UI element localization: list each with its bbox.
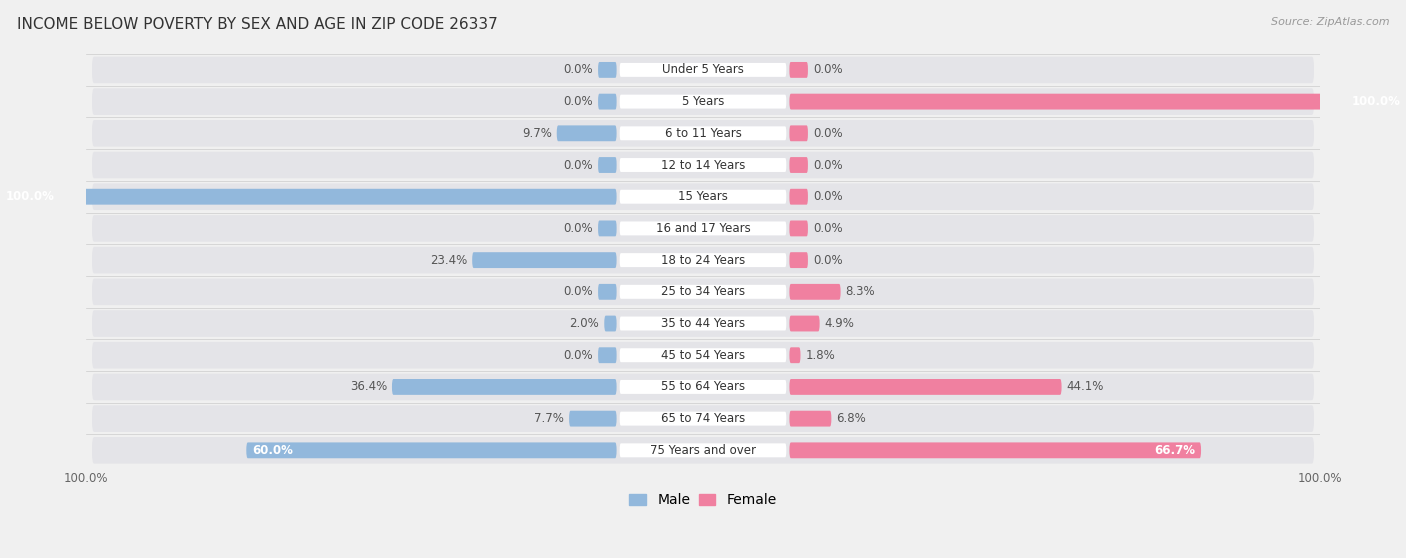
FancyBboxPatch shape	[91, 342, 1315, 368]
FancyBboxPatch shape	[620, 348, 786, 362]
Text: 0.0%: 0.0%	[564, 64, 593, 76]
FancyBboxPatch shape	[91, 247, 1315, 273]
FancyBboxPatch shape	[620, 95, 786, 109]
FancyBboxPatch shape	[620, 253, 786, 267]
FancyBboxPatch shape	[569, 411, 617, 426]
FancyBboxPatch shape	[246, 442, 617, 458]
Text: 7.7%: 7.7%	[534, 412, 564, 425]
Text: 0.0%: 0.0%	[813, 127, 842, 140]
FancyBboxPatch shape	[598, 284, 617, 300]
FancyBboxPatch shape	[620, 222, 786, 235]
Text: 0.0%: 0.0%	[564, 95, 593, 108]
FancyBboxPatch shape	[789, 157, 808, 173]
Text: 15 Years: 15 Years	[678, 190, 728, 203]
FancyBboxPatch shape	[91, 152, 1315, 179]
FancyBboxPatch shape	[789, 284, 841, 300]
FancyBboxPatch shape	[620, 412, 786, 426]
FancyBboxPatch shape	[789, 126, 808, 141]
FancyBboxPatch shape	[598, 347, 617, 363]
Text: 6.8%: 6.8%	[837, 412, 866, 425]
FancyBboxPatch shape	[91, 120, 1315, 147]
FancyBboxPatch shape	[789, 189, 808, 205]
FancyBboxPatch shape	[789, 347, 800, 363]
Text: 35 to 44 Years: 35 to 44 Years	[661, 317, 745, 330]
Text: 25 to 34 Years: 25 to 34 Years	[661, 285, 745, 299]
Text: 45 to 54 Years: 45 to 54 Years	[661, 349, 745, 362]
FancyBboxPatch shape	[620, 63, 786, 77]
Text: 0.0%: 0.0%	[564, 222, 593, 235]
FancyBboxPatch shape	[789, 94, 1406, 109]
FancyBboxPatch shape	[789, 442, 1201, 458]
Text: 0.0%: 0.0%	[813, 222, 842, 235]
FancyBboxPatch shape	[789, 252, 808, 268]
FancyBboxPatch shape	[557, 126, 617, 141]
Text: 12 to 14 Years: 12 to 14 Years	[661, 158, 745, 171]
FancyBboxPatch shape	[789, 62, 808, 78]
Text: 0.0%: 0.0%	[813, 158, 842, 171]
FancyBboxPatch shape	[0, 189, 617, 205]
Text: Source: ZipAtlas.com: Source: ZipAtlas.com	[1271, 17, 1389, 27]
FancyBboxPatch shape	[620, 158, 786, 172]
FancyBboxPatch shape	[91, 56, 1315, 83]
FancyBboxPatch shape	[91, 405, 1315, 432]
Text: 23.4%: 23.4%	[430, 254, 467, 267]
FancyBboxPatch shape	[789, 411, 831, 426]
FancyBboxPatch shape	[620, 380, 786, 394]
FancyBboxPatch shape	[598, 220, 617, 237]
FancyBboxPatch shape	[91, 374, 1315, 400]
Text: 100.0%: 100.0%	[6, 190, 55, 203]
FancyBboxPatch shape	[789, 316, 820, 331]
Text: 1.8%: 1.8%	[806, 349, 835, 362]
Text: 6 to 11 Years: 6 to 11 Years	[665, 127, 741, 140]
Text: 4.9%: 4.9%	[824, 317, 855, 330]
Text: 2.0%: 2.0%	[569, 317, 599, 330]
Text: 5 Years: 5 Years	[682, 95, 724, 108]
FancyBboxPatch shape	[392, 379, 617, 395]
FancyBboxPatch shape	[598, 62, 617, 78]
FancyBboxPatch shape	[91, 184, 1315, 210]
Text: 0.0%: 0.0%	[813, 190, 842, 203]
Text: 36.4%: 36.4%	[350, 381, 387, 393]
Text: 60.0%: 60.0%	[253, 444, 294, 457]
FancyBboxPatch shape	[605, 316, 617, 331]
Text: 16 and 17 Years: 16 and 17 Years	[655, 222, 751, 235]
FancyBboxPatch shape	[789, 220, 808, 237]
FancyBboxPatch shape	[91, 215, 1315, 242]
Text: 0.0%: 0.0%	[564, 285, 593, 299]
FancyBboxPatch shape	[91, 88, 1315, 115]
Text: 65 to 74 Years: 65 to 74 Years	[661, 412, 745, 425]
Text: 66.7%: 66.7%	[1154, 444, 1195, 457]
FancyBboxPatch shape	[620, 444, 786, 458]
FancyBboxPatch shape	[620, 126, 786, 140]
FancyBboxPatch shape	[91, 278, 1315, 305]
FancyBboxPatch shape	[598, 157, 617, 173]
Text: 9.7%: 9.7%	[522, 127, 551, 140]
FancyBboxPatch shape	[789, 379, 1062, 395]
Text: Under 5 Years: Under 5 Years	[662, 64, 744, 76]
Text: 0.0%: 0.0%	[564, 158, 593, 171]
FancyBboxPatch shape	[620, 285, 786, 299]
FancyBboxPatch shape	[620, 316, 786, 330]
Text: INCOME BELOW POVERTY BY SEX AND AGE IN ZIP CODE 26337: INCOME BELOW POVERTY BY SEX AND AGE IN Z…	[17, 17, 498, 32]
Text: 0.0%: 0.0%	[813, 254, 842, 267]
Text: 75 Years and over: 75 Years and over	[650, 444, 756, 457]
FancyBboxPatch shape	[620, 190, 786, 204]
Text: 44.1%: 44.1%	[1067, 381, 1104, 393]
Text: 8.3%: 8.3%	[845, 285, 875, 299]
FancyBboxPatch shape	[91, 310, 1315, 337]
Text: 100.0%: 100.0%	[1351, 95, 1400, 108]
Legend: Male, Female: Male, Female	[624, 488, 782, 513]
Text: 55 to 64 Years: 55 to 64 Years	[661, 381, 745, 393]
FancyBboxPatch shape	[91, 437, 1315, 464]
Text: 0.0%: 0.0%	[564, 349, 593, 362]
Text: 0.0%: 0.0%	[813, 64, 842, 76]
FancyBboxPatch shape	[598, 94, 617, 109]
FancyBboxPatch shape	[472, 252, 617, 268]
Text: 18 to 24 Years: 18 to 24 Years	[661, 254, 745, 267]
